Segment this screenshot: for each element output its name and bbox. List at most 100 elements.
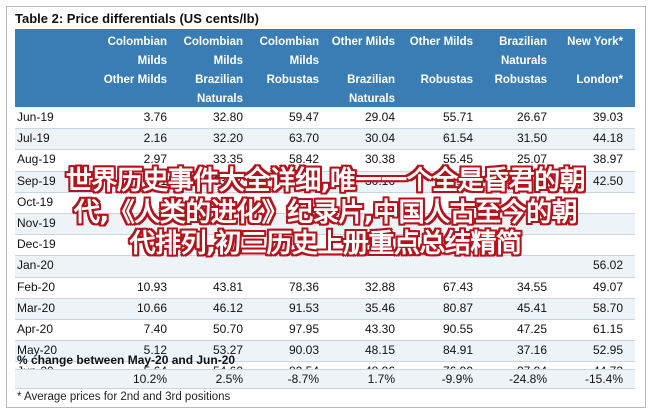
column-header: Other Milds Robustas <box>15 29 473 107</box>
column-header-line: Naturals <box>196 93 243 105</box>
table-cell: 58.70 <box>592 300 623 315</box>
table-cell: 25.07 <box>516 152 547 167</box>
table-cell: 47.25 <box>516 321 547 336</box>
table-cell: 3.76 <box>143 110 167 124</box>
column-header-line: Naturals <box>348 93 395 105</box>
pct-change-cell: -15.4% <box>584 372 623 386</box>
table-frame: Table 2: Price differentials (US cents/l… <box>6 6 646 408</box>
column-header-line: Brazilian <box>195 74 243 86</box>
table-cell: 53.27 <box>212 343 243 358</box>
table-row: Jun-19 3.76 32.80 59.47 29.04 55.71 26.67 39.03 <box>15 108 635 130</box>
table-cell: 33.35 <box>212 152 243 167</box>
row-label: Nov-19 <box>17 215 56 230</box>
table-cell: 34.55 <box>516 279 547 294</box>
column-header-line: Other Milds <box>331 36 395 48</box>
table-cell: 43.30 <box>364 321 395 336</box>
pct-change-cell: -8.7% <box>287 372 319 386</box>
row-label: Oct-19 <box>17 194 54 209</box>
table-row: Nov-19 <box>15 213 635 236</box>
column-header-line: Brazilian <box>347 74 395 86</box>
row-label: Apr-20 <box>17 321 54 336</box>
table-cell: 32.88 <box>364 279 395 294</box>
table-cell: 43.81 <box>212 279 243 294</box>
table-cell: 48.15 <box>364 343 395 358</box>
column-header-line: New York* <box>567 36 623 48</box>
column-header-line: Other Milds <box>409 36 473 48</box>
pct-change-cell: 2.5% <box>215 372 243 386</box>
table-cell: 10.93 <box>136 279 167 294</box>
column-header-line: Colombian <box>259 36 319 48</box>
column-header: Colombian Milds Other Milds <box>15 29 167 107</box>
table-cell: 50.70 <box>212 321 243 336</box>
column-header-line: Milds <box>213 55 243 67</box>
table-cell: 45.41 <box>516 300 547 315</box>
pct-change-cell: -9.9% <box>441 372 473 386</box>
table-cell: 42.50 <box>592 173 623 188</box>
table-row: Jul-19 2.16 32.20 63.70 30.04 61.54 31.50 44.18 <box>15 129 635 151</box>
table-cell: 97.95 <box>288 321 319 336</box>
table-cell: 49.07 <box>592 279 623 294</box>
footnote: * Average prices for 2nd and 3rd positio… <box>17 391 231 403</box>
column-header-line: Other Milds <box>103 74 167 86</box>
pct-change-cell: 10.2% <box>132 372 167 386</box>
table-cell: 91.53 <box>288 300 319 315</box>
column-header-line: Milds <box>137 55 167 67</box>
pct-change-row: 10.2% 2.5% -8.7% 1.7% -9.9% -24.8% -15.4% <box>15 369 635 389</box>
table-row: Mar-20 10.66 46.12 91.53 35.46 80.87 45.41 58.7… <box>15 298 635 320</box>
column-header: New York* London* <box>15 29 623 107</box>
row-label: Dec-19 <box>17 237 56 252</box>
column-header-line: Colombian <box>107 36 167 48</box>
column-header: Colombian Milds Robustas <box>15 29 319 107</box>
row-label: Mar-20 <box>17 300 56 315</box>
table-row: May-20 5.12 53.27 90.03 48.15 84.91 37.16 52.95 <box>15 341 635 363</box>
column-header-line: Robustas <box>494 74 547 86</box>
column-header: Brazilian Naturals Robustas <box>15 29 547 107</box>
table-row: Aug-19 2.97 33.35 58.42 30.38 55.45 25.07 38.97 <box>15 150 635 172</box>
table-body: Jun-19 3.76 32.80 59.47 29.04 55.71 26.67 39.03… <box>15 108 635 384</box>
column-header-line: Colombian <box>183 36 243 48</box>
table-cell: 78.36 <box>288 279 319 294</box>
table-cell: 39.03 <box>592 110 623 124</box>
table-cell: 7.40 <box>143 321 167 336</box>
row-label: Jan-20 <box>17 258 54 273</box>
table-cell: 56.02 <box>592 258 623 273</box>
table-row: Apr-20 7.40 50.70 97.95 43.30 90.55 47.25 61.15 <box>15 320 635 342</box>
row-label: May-20 <box>17 343 58 358</box>
table-cell: 33.17 <box>212 173 243 188</box>
table-cell: 90.03 <box>288 343 319 358</box>
table-cell: 2.97 <box>143 152 167 167</box>
pct-change-cell: 1.7% <box>367 372 395 386</box>
table-cell: 44.18 <box>592 131 623 146</box>
table-cell: 3.01 <box>143 173 167 188</box>
row-label: Sep-19 <box>17 173 56 188</box>
table-cell: 58.25 <box>442 173 473 188</box>
table-cell: 61.15 <box>592 321 623 336</box>
column-header-line: London* <box>576 74 623 86</box>
table-cell: 46.12 <box>212 300 243 315</box>
column-header-line: Robustas <box>266 74 319 86</box>
table-cell: 32.80 <box>212 110 243 124</box>
table-cell: 90.55 <box>442 321 473 336</box>
table-cell: 30.04 <box>364 131 395 146</box>
table-cell: 2.16 <box>143 131 167 146</box>
table-cell: 59.47 <box>288 110 319 124</box>
table-cell: 31.50 <box>516 131 547 146</box>
table-row: Sep-19 3.01 33.17 61.26 30.16 58.25 28.09 42.50 <box>15 171 635 193</box>
row-label: Aug-19 <box>17 152 56 167</box>
column-header-line: Brazilian <box>499 36 547 48</box>
table-cell: 35.46 <box>364 300 395 315</box>
row-label: Jun-19 <box>17 110 54 124</box>
table-cell: 29.04 <box>364 110 395 124</box>
table-cell: 32.20 <box>212 131 243 146</box>
table-row: Jan-20 56.02 <box>15 256 635 278</box>
table-cell: 61.54 <box>442 131 473 146</box>
table-header: Colombian Milds Other Milds Colombian Milds B… <box>15 29 635 107</box>
pct-change-cell: -24.8% <box>508 372 547 386</box>
table-cell: 61.26 <box>288 173 319 188</box>
table-cell: 30.16 <box>364 173 395 188</box>
table-cell: 5.12 <box>143 343 167 358</box>
table-cell: 67.43 <box>442 279 473 294</box>
table-cell: 52.95 <box>592 343 623 358</box>
table-cell: 80.87 <box>442 300 473 315</box>
table-cell: 10.66 <box>136 300 167 315</box>
